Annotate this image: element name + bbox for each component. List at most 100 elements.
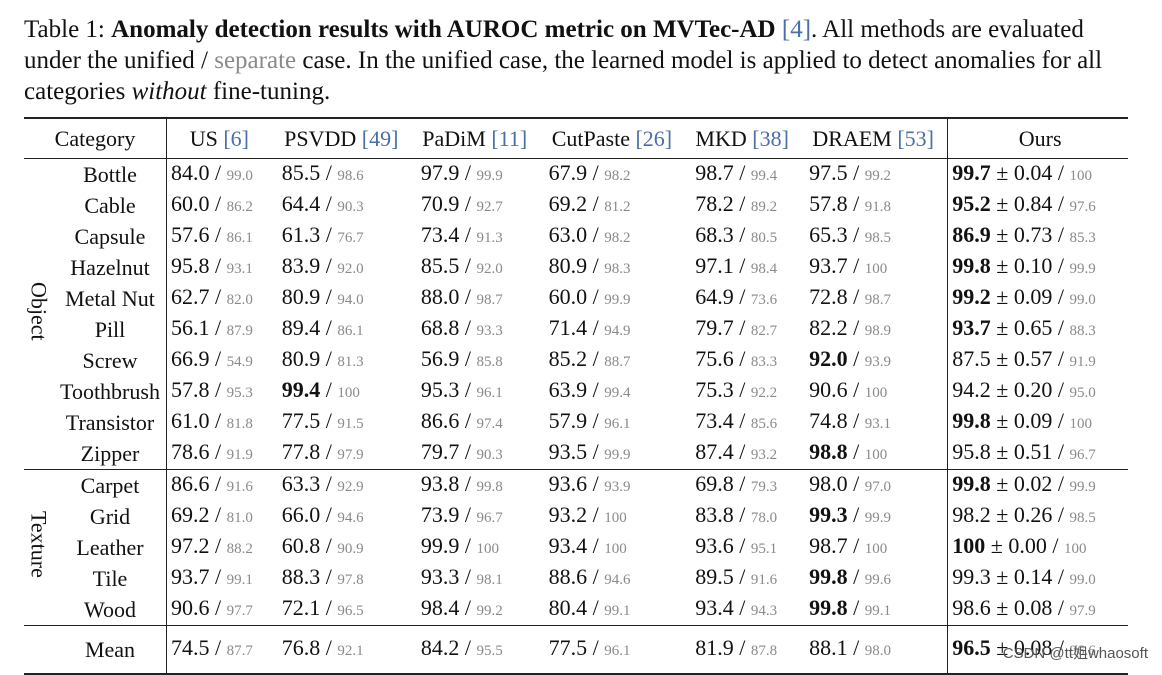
separate-score: 96.1 — [604, 416, 631, 432]
header-row: Category US [6] PSVDD [49] PaDiM [11] CutPa… — [24, 118, 1128, 159]
score-cell: 65.3 / 98.5 — [809, 222, 891, 247]
column-cite[interactable]: [53] — [897, 126, 934, 151]
table-row: Tile 93.7 / 99.1 88.3 / 97.8 93.3 / 98.1 88.… — [24, 563, 1128, 594]
ours-unified-score: 98.6 — [952, 595, 991, 620]
unified-score: 57.8 — [171, 377, 210, 402]
separate-score: 92.0 — [337, 261, 364, 277]
table-row: Metal Nut 62.7 / 82.0 80.9 / 94.0 88.0 / 98… — [24, 283, 1128, 314]
separate-score: 95.3 — [226, 385, 253, 401]
unified-score: 86.6 — [171, 471, 210, 496]
caption-text1: . All methods are evaluated under the un… — [24, 16, 1084, 74]
separate-score: 81.2 — [604, 199, 631, 215]
unified-score: 73.9 — [420, 502, 460, 527]
ours-separate-score: 99.9 — [1069, 479, 1096, 495]
unified-score: 77.8 — [281, 439, 321, 464]
caption-without: without — [131, 78, 207, 105]
score-cell: 87.4 / 93.2 — [695, 439, 778, 464]
separate-score: 96.7 — [476, 510, 503, 526]
separate-score: 91.3 — [476, 230, 503, 246]
score-cell: 99.9 / 100 — [420, 533, 499, 558]
score-cell: 85.5 / 98.6 — [281, 160, 364, 185]
ours-separate-score: 88.3 — [1069, 323, 1096, 339]
category-cell: Carpet — [54, 469, 167, 501]
unified-score: 84.2 — [420, 635, 460, 660]
score-cell: 85.5 / 92.0 — [420, 253, 503, 278]
score-cell: 62.7 / 82.0 — [165, 283, 272, 314]
separate-score: 85.8 — [476, 354, 503, 370]
caption-title: Anomaly detection results with AUROC met… — [111, 16, 776, 43]
ours-std: 0.08 — [1013, 635, 1053, 660]
unified-score: 80.9 — [281, 284, 321, 309]
unified-score: 87.4 — [695, 439, 734, 464]
column-cite[interactable]: [49] — [361, 126, 399, 151]
separate-score: 99.9 — [604, 447, 631, 463]
score-cell: 88.6 / 94.6 — [548, 564, 631, 589]
ours-std: 0.09 — [1013, 284, 1053, 309]
header-us: US [6] — [167, 118, 272, 159]
score-cell: 84.0 / 99.0 — [165, 158, 272, 190]
unified-score: 97.1 — [695, 253, 734, 278]
header-cutpaste: CutPaste [26] — [539, 118, 686, 159]
score-cell: 82.2 / 98.9 — [809, 315, 891, 340]
column-name: CutPaste — [551, 126, 630, 151]
separate-score: 90.3 — [476, 447, 503, 463]
score-cell: 72.8 / 98.7 — [809, 284, 891, 309]
score-cell: 73.9 / 96.7 — [420, 502, 503, 527]
unified-score: 93.5 — [548, 439, 588, 464]
ours-unified-score: 95.8 — [952, 439, 991, 464]
unified-score: 88.0 — [420, 284, 460, 309]
unified-score: 76.8 — [281, 635, 321, 660]
ours-unified-score: 100 — [952, 533, 986, 558]
separate-score: 85.6 — [750, 416, 778, 432]
separate-score: 99.1 — [864, 603, 891, 619]
column-cite[interactable]: [38] — [752, 126, 789, 151]
table-row: Toothbrush 57.8 / 95.3 99.4 / 100 95.3 / 96… — [24, 376, 1128, 407]
category-cell: Hazelnut — [54, 252, 167, 283]
unified-score: 99.8 — [809, 564, 848, 589]
separate-score: 86.1 — [337, 323, 364, 339]
score-cell: 97.5 / 99.2 — [809, 160, 891, 185]
table-row: Zipper 78.6 / 91.9 77.8 / 97.9 79.7 / 90.3 9… — [24, 438, 1128, 470]
ours-unified-score: 99.3 — [952, 564, 991, 589]
column-cite[interactable]: [11] — [491, 126, 528, 151]
unified-score: 98.7 — [695, 160, 734, 185]
separate-score: 96.1 — [604, 643, 631, 659]
ours-cell: 99.8 ± 0.02 / 99.9 — [947, 469, 1128, 501]
unified-score: 72.1 — [281, 595, 321, 620]
caption-cite[interactable]: [4] — [781, 16, 812, 43]
ours-cell: 95.8 ± 0.51 / 96.7 — [947, 438, 1128, 470]
column-name: US — [189, 126, 218, 151]
ours-cell: 93.7 ± 0.65 / 88.3 — [947, 314, 1128, 345]
separate-score: 76.7 — [337, 230, 364, 246]
separate-score: 97.4 — [476, 416, 503, 432]
category-cell: Leather — [54, 532, 167, 563]
score-cell: 66.0 / 94.6 — [281, 502, 364, 527]
unified-score: 69.2 — [548, 191, 588, 216]
ours-separate-score: 100 — [1069, 416, 1093, 432]
separate-score: 98.7 — [864, 292, 891, 308]
column-cite[interactable]: [6] — [223, 126, 249, 151]
score-cell: 61.3 / 76.7 — [281, 222, 364, 247]
separate-score: 86.2 — [226, 199, 253, 215]
ours-cell: 94.2 ± 0.20 / 95.0 — [947, 376, 1128, 407]
separate-score: 99.4 — [750, 168, 778, 184]
unified-score: 95.3 — [420, 377, 460, 402]
mean-row: Mean 74.5 / 87.7 76.8 / 92.1 84.2 / 95.5 77.… — [24, 625, 1128, 674]
ours-unified-score: 99.8 — [952, 253, 991, 278]
column-cite[interactable]: [26] — [635, 126, 673, 151]
separate-score: 78.0 — [750, 510, 778, 526]
score-cell: 98.0 / 97.0 — [809, 471, 891, 496]
score-cell: 78.2 / 89.2 — [695, 191, 778, 216]
unified-score: 90.6 — [809, 377, 848, 402]
group-label: Object — [26, 281, 52, 341]
score-cell: 63.9 / 99.4 — [548, 377, 631, 402]
score-cell: 56.9 / 85.8 — [420, 346, 503, 371]
unified-score: 75.3 — [695, 377, 734, 402]
separate-score: 100 — [864, 447, 888, 463]
unified-score: 98.4 — [420, 595, 460, 620]
score-cell: 77.8 / 97.9 — [281, 439, 364, 464]
separate-score: 93.2 — [750, 447, 778, 463]
separate-score: 92.1 — [337, 643, 364, 659]
ours-cell: 96.5 ± 0.08 / 96.6 — [947, 625, 1128, 674]
score-cell: 73.4 / 91.3 — [420, 222, 503, 247]
